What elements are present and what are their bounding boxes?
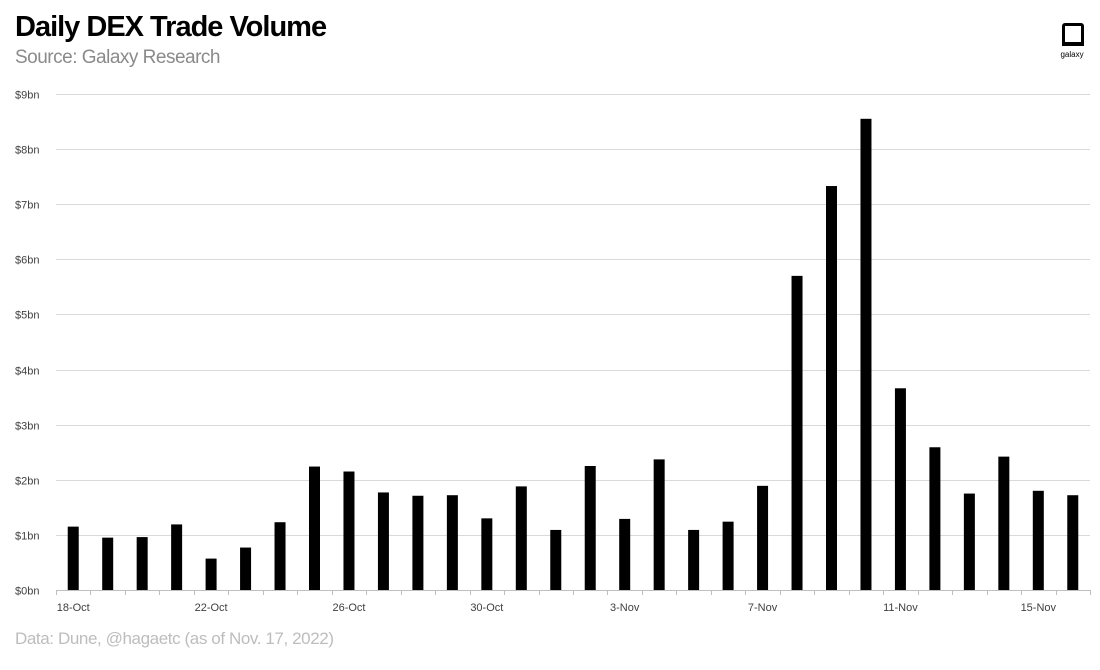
y-tick-label: $7bn — [15, 200, 39, 212]
bar-27-Oct — [377, 492, 389, 590]
y-tick-label: $6bn — [15, 255, 39, 267]
bar-19-Oct — [102, 537, 114, 590]
chart-subtitle: Source: Galaxy Research — [15, 47, 221, 68]
bar-2-Nov — [584, 466, 596, 590]
chart-title: Daily DEX Trade Volume — [15, 11, 327, 43]
bar-16-Nov — [1067, 495, 1079, 590]
bar-14-Nov — [998, 456, 1010, 590]
x-tick-label: 18-Oct — [57, 602, 90, 614]
x-tick-label: 15-Nov — [1021, 602, 1057, 614]
bars — [67, 118, 1079, 591]
bar-7-Nov — [757, 485, 769, 590]
bar-9-Nov — [826, 186, 837, 591]
bar-15-Nov — [1032, 490, 1044, 590]
bar-20-Oct — [136, 537, 148, 590]
y-tick-label: $2bn — [15, 476, 39, 488]
bar-18-Oct — [67, 526, 79, 590]
axes: $0bn $1bn $2bn $3bn $4bn $5bn $6bn $7bn $8bn $9bn… — [15, 90, 1091, 614]
y-tick-label: $3bn — [15, 421, 39, 433]
y-tick-label: $4bn — [15, 366, 39, 378]
bar-30-Oct — [481, 518, 493, 590]
bar-8-Nov — [791, 275, 803, 590]
y-tick-label: $8bn — [15, 145, 39, 157]
y-tick-label: $0bn — [15, 586, 39, 598]
grid-lines — [56, 94, 1090, 591]
logo-text: galaxy — [1060, 50, 1084, 59]
data-source-note: Data: Dune, @hagaetc (as of Nov. 17, 202… — [15, 629, 334, 648]
bar-25-Oct — [309, 466, 320, 590]
bar-5-Nov — [688, 529, 700, 590]
x-tick-label: 3-Nov — [610, 602, 640, 614]
x-tick-label: 11-Nov — [883, 602, 918, 614]
bar-22-Oct — [205, 558, 217, 590]
bar-11-Nov — [894, 388, 906, 590]
bar-1-Nov — [550, 529, 562, 590]
bar-4-Nov — [653, 459, 665, 590]
y-tick-label: $5bn — [15, 310, 39, 322]
bar-6-Nov — [722, 521, 734, 590]
bar-12-Nov — [929, 447, 941, 590]
y-tick-label: $9bn — [15, 90, 39, 102]
bar-29-Oct — [446, 495, 458, 590]
galaxy-logo: galaxy — [1052, 20, 1092, 64]
bar-24-Oct — [274, 522, 286, 590]
bar-31-Oct — [515, 486, 527, 590]
bar-26-Oct — [343, 471, 355, 590]
y-tick-label: $1bn — [15, 531, 39, 543]
bar-10-Nov — [860, 118, 872, 591]
bar-13-Nov — [963, 493, 975, 590]
bar-28-Oct — [412, 495, 424, 590]
galaxy-logo-icon — [1062, 23, 1084, 46]
bar-3-Nov — [619, 518, 631, 590]
x-tick-label: 22-Oct — [195, 602, 228, 614]
x-tick-label: 26-Oct — [332, 602, 365, 614]
bar-23-Oct — [240, 547, 252, 590]
bar-21-Oct — [171, 524, 183, 590]
x-tick-label: 7-Nov — [748, 602, 778, 614]
x-tick-label: 30-Oct — [470, 602, 503, 614]
